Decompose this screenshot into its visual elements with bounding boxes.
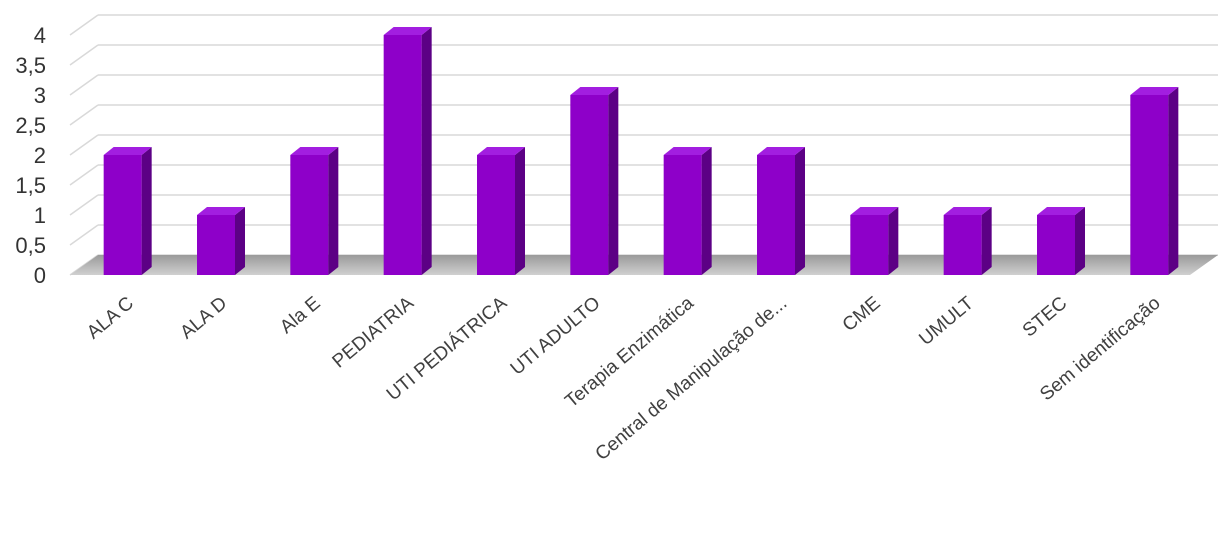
bar-top [383, 27, 432, 35]
gridlines [69, 14, 1218, 276]
y-axis-ticks: 0 0,5 1 1,5 2 2,5 3 3,5 4 [15, 23, 46, 288]
bar-side [421, 27, 432, 275]
bar-front [383, 35, 422, 275]
y-tick-label: 3,5 [15, 53, 46, 78]
bar-side [981, 207, 992, 275]
x-tick-label: Central de Manipulação de... [592, 293, 792, 465]
gridline-side [69, 164, 99, 186]
bar-front [103, 155, 142, 275]
bar-front [570, 95, 609, 275]
bar [1037, 207, 1085, 275]
x-tick-label: STEC [1019, 293, 1071, 342]
bar [290, 147, 339, 275]
y-tick-label: 2,5 [15, 113, 46, 138]
bars [103, 27, 1179, 275]
y-tick-label: 1,5 [15, 173, 46, 198]
gridline-side [69, 134, 99, 156]
x-tick-label: UTI ADULTO [507, 293, 605, 380]
y-tick-label: 1 [34, 203, 46, 228]
y-tick-label: 0,5 [15, 233, 46, 258]
bar-side [608, 87, 619, 275]
y-tick-label: 2 [34, 143, 46, 168]
bar [663, 147, 712, 275]
x-tick-label: Ala E [276, 293, 324, 338]
gridline-side [69, 74, 99, 96]
bar [570, 87, 619, 275]
bar [197, 207, 245, 275]
bar [103, 147, 152, 275]
bar-front [197, 215, 235, 275]
bar-side [1075, 207, 1085, 275]
y-tick-label: 3 [34, 83, 46, 108]
bar-top [757, 147, 805, 155]
gridline-side [69, 104, 99, 126]
bar [850, 207, 899, 275]
bar-side [1168, 87, 1179, 275]
bar-top [1037, 207, 1085, 215]
bar [943, 207, 992, 275]
bar-top [103, 147, 152, 155]
bar-top [1130, 87, 1179, 95]
bar-front [290, 155, 329, 275]
bar-top [850, 207, 899, 215]
bar-top [197, 207, 245, 215]
y-tick-label: 0 [34, 263, 46, 288]
bar-side [515, 147, 525, 275]
x-tick-label: UMULT [915, 292, 978, 349]
bar-front [850, 215, 889, 275]
x-tick-label: CME [839, 293, 885, 336]
bar-top [290, 147, 339, 155]
bar-side [235, 207, 245, 275]
bar [757, 147, 805, 275]
bar-front [1130, 95, 1169, 275]
bar-side [795, 147, 805, 275]
bar [477, 147, 525, 275]
bar-front [757, 155, 795, 275]
bar-front [943, 215, 982, 275]
bar-top [570, 87, 619, 95]
bar-front [1037, 215, 1075, 275]
bar-side [888, 207, 899, 275]
x-tick-label: ALA C [83, 293, 138, 344]
bar-side [328, 147, 339, 275]
bar-top [663, 147, 712, 155]
gridline-side [69, 14, 99, 36]
bar-front [663, 155, 702, 275]
x-tick-label: PEDIATRIA [329, 293, 419, 373]
bar [1130, 87, 1179, 275]
x-tick-label: ALA D [176, 293, 231, 344]
bar-side [701, 147, 712, 275]
bar-side [141, 147, 152, 275]
chart-floor [70, 255, 1218, 275]
gridline-side [69, 44, 99, 66]
gridline-side [69, 224, 99, 246]
gridline-side [69, 194, 99, 216]
bar-front [477, 155, 515, 275]
bar-top [943, 207, 992, 215]
bar [383, 27, 432, 275]
bar-top [477, 147, 525, 155]
y-tick-label: 4 [34, 23, 46, 48]
